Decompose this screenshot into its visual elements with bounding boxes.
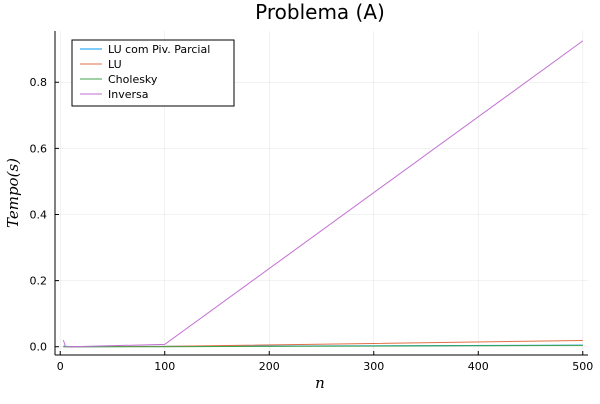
x-tick-label: 500 [572,360,593,373]
x-tick-label: 300 [363,360,384,373]
x-tick-label: 0 [57,360,64,373]
legend-label: Cholesky [108,73,158,86]
x-tick-label: 200 [259,360,280,373]
legend-box [71,39,235,107]
x-tick-label: 400 [468,360,489,373]
axes: 0 100 200 300 400 500 0.0 0.2 0.4 0.6 0.8 [30,31,593,373]
legend-label: LU com Piv. Parcial [108,43,210,56]
x-tick-label: 100 [154,360,175,373]
legend-label: LU [108,58,122,71]
y-tick-label: 0.8 [30,76,48,89]
x-axis-label: n [315,374,325,392]
y-tick-label: 0.4 [30,208,48,221]
legend: LU com Piv. Parcial LU Cholesky Inversa [71,39,235,107]
legend-label: Inversa [108,88,149,101]
series-group [62,40,584,348]
series-line-4 [62,40,584,348]
chart-title: Problema (A) [255,0,385,24]
y-axis-label: Tempo(s) [4,158,22,228]
y-tick-label: 0.2 [30,275,48,288]
y-tick-label: 0.6 [30,142,48,155]
y-tick-label: 0.0 [30,341,48,354]
grid [55,31,588,355]
